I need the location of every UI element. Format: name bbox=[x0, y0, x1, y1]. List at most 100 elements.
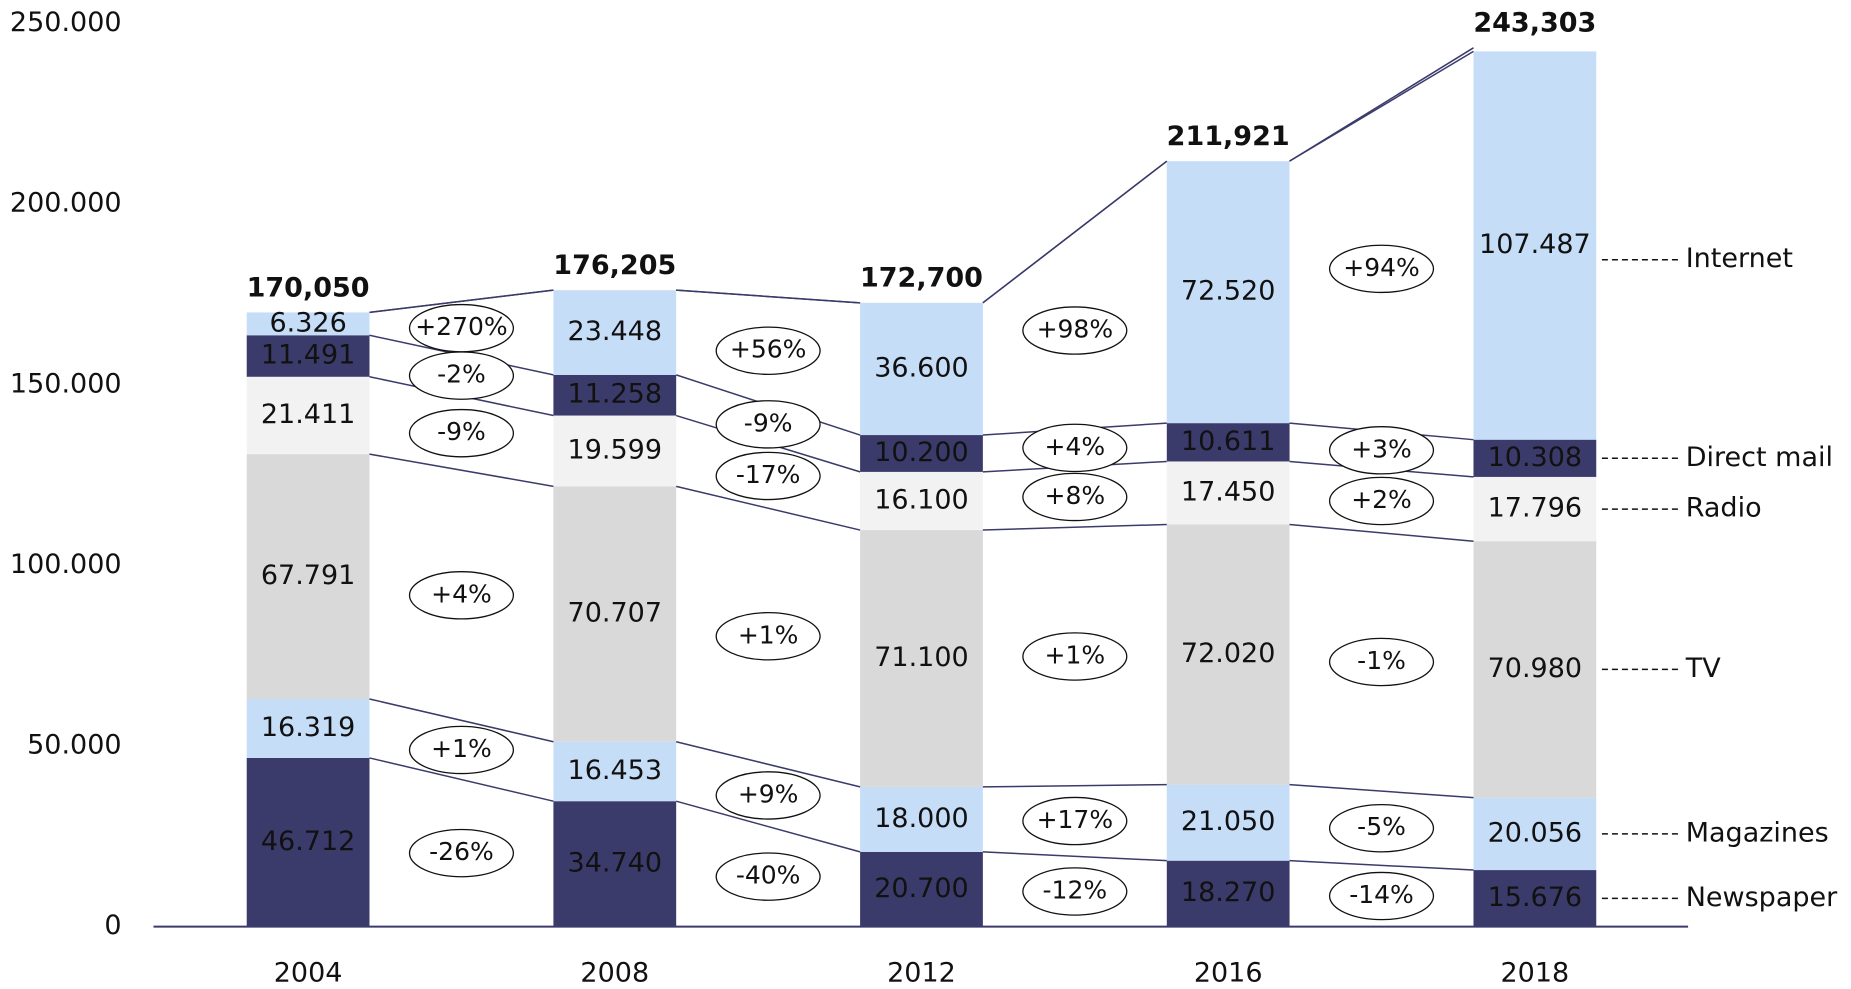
connector-line bbox=[676, 741, 861, 788]
value-label: 17.450 bbox=[1181, 476, 1275, 507]
value-label: 10.308 bbox=[1488, 442, 1582, 473]
bar-segment bbox=[246, 698, 370, 758]
value-label: 34.740 bbox=[568, 847, 662, 878]
bar-segment bbox=[860, 851, 983, 927]
bar-segment bbox=[1473, 51, 1597, 440]
change-label: +2% bbox=[1351, 485, 1412, 514]
bar-segment bbox=[246, 335, 370, 377]
change-label: +1% bbox=[431, 734, 492, 763]
change-bubble bbox=[1328, 244, 1435, 294]
change-label: -5% bbox=[1357, 812, 1406, 841]
bar-segment bbox=[246, 454, 370, 699]
legend-label: Newspaper bbox=[1686, 882, 1838, 913]
change-bubble bbox=[715, 611, 821, 661]
x-tick-label: 2016 bbox=[1194, 957, 1263, 988]
bar-segment bbox=[553, 415, 677, 487]
value-label: 10.611 bbox=[1181, 426, 1275, 457]
change-bubble bbox=[715, 400, 821, 449]
bar-segment bbox=[1166, 784, 1290, 861]
value-label: 16.319 bbox=[261, 712, 355, 743]
change-bubble bbox=[1328, 476, 1435, 526]
bar-segment bbox=[860, 471, 983, 531]
legend-label: Direct mail bbox=[1686, 442, 1833, 473]
value-label: 17.796 bbox=[1488, 493, 1582, 524]
connector-line bbox=[369, 698, 554, 743]
change-bubble bbox=[1328, 426, 1435, 475]
total-label: 170,050 bbox=[247, 272, 370, 303]
x-tick-label: 2008 bbox=[580, 957, 649, 988]
change-label: -17% bbox=[736, 460, 801, 489]
value-label: 11.491 bbox=[261, 340, 355, 371]
bar-segment bbox=[553, 801, 677, 927]
legend-label: Magazines bbox=[1686, 817, 1829, 848]
value-label: 46.712 bbox=[261, 826, 355, 857]
value-label: 16.100 bbox=[874, 484, 968, 515]
change-bubble bbox=[1328, 803, 1435, 853]
value-label: 15.676 bbox=[1488, 882, 1582, 913]
value-label: 18.000 bbox=[874, 803, 968, 834]
x-tick-label: 2012 bbox=[887, 957, 956, 988]
total-label: 176,205 bbox=[553, 250, 676, 281]
change-label: +8% bbox=[1045, 481, 1106, 510]
change-bubble bbox=[1022, 472, 1128, 522]
value-label: 18.270 bbox=[1181, 877, 1275, 908]
value-label: 71.100 bbox=[874, 642, 968, 673]
y-tick-label: 150.000 bbox=[10, 368, 122, 399]
connector-line bbox=[1289, 523, 1474, 542]
x-tick-label: 2004 bbox=[274, 957, 343, 988]
value-label: 6.326 bbox=[269, 307, 346, 338]
value-label: 36.600 bbox=[874, 352, 968, 383]
change-bubble bbox=[408, 408, 515, 458]
change-label: -2% bbox=[437, 360, 486, 389]
value-label: 10.200 bbox=[874, 437, 968, 468]
change-label: +9% bbox=[738, 779, 799, 808]
change-label: +94% bbox=[1343, 253, 1420, 282]
bar-segment bbox=[553, 290, 677, 375]
bar-segment bbox=[860, 530, 983, 787]
change-label: +3% bbox=[1351, 434, 1412, 463]
y-tick-label: 50.000 bbox=[27, 730, 121, 761]
connector-line bbox=[369, 757, 554, 802]
change-bubble bbox=[1022, 423, 1128, 473]
bar-segment bbox=[1473, 541, 1597, 798]
connector-line bbox=[982, 523, 1167, 531]
change-bubble bbox=[408, 571, 515, 620]
bar-segment bbox=[1166, 860, 1290, 927]
value-label: 11.258 bbox=[568, 379, 662, 410]
change-bubble bbox=[1022, 632, 1128, 681]
connector-line bbox=[676, 485, 861, 531]
connector-line bbox=[675, 800, 861, 853]
value-label: 19.599 bbox=[568, 434, 662, 465]
change-label: -9% bbox=[437, 417, 486, 446]
value-label: 21.050 bbox=[1181, 806, 1275, 837]
total-line bbox=[982, 160, 1168, 304]
change-label: -40% bbox=[736, 861, 801, 890]
change-label: +1% bbox=[1045, 641, 1106, 670]
legend-label: TV bbox=[1685, 653, 1721, 684]
change-label: +98% bbox=[1037, 315, 1114, 344]
bar-segment bbox=[1473, 870, 1597, 927]
bar-segment bbox=[1166, 524, 1290, 785]
bar-segment bbox=[1473, 439, 1597, 477]
change-label: -26% bbox=[429, 837, 494, 866]
change-bubble bbox=[408, 828, 515, 878]
change-label: -1% bbox=[1357, 646, 1406, 675]
change-label: -14% bbox=[1349, 880, 1414, 909]
total-label: 211,921 bbox=[1167, 121, 1290, 152]
change-bubble bbox=[408, 303, 515, 353]
change-label: +270% bbox=[415, 312, 507, 341]
bar-segment bbox=[1473, 797, 1597, 871]
connector-line bbox=[982, 851, 1167, 862]
value-label: 72.020 bbox=[1181, 638, 1275, 669]
change-label: +4% bbox=[1045, 432, 1106, 461]
bar-segment bbox=[1166, 161, 1290, 424]
bar-segment bbox=[1166, 461, 1290, 525]
bar-segment bbox=[860, 302, 983, 436]
x-tick-label: 2018 bbox=[1501, 957, 1570, 988]
change-bubble bbox=[1328, 871, 1435, 921]
change-label: -12% bbox=[1043, 875, 1108, 904]
value-label: 107.487 bbox=[1479, 229, 1591, 260]
value-label: 70.707 bbox=[568, 598, 662, 629]
change-label: +1% bbox=[738, 620, 799, 649]
